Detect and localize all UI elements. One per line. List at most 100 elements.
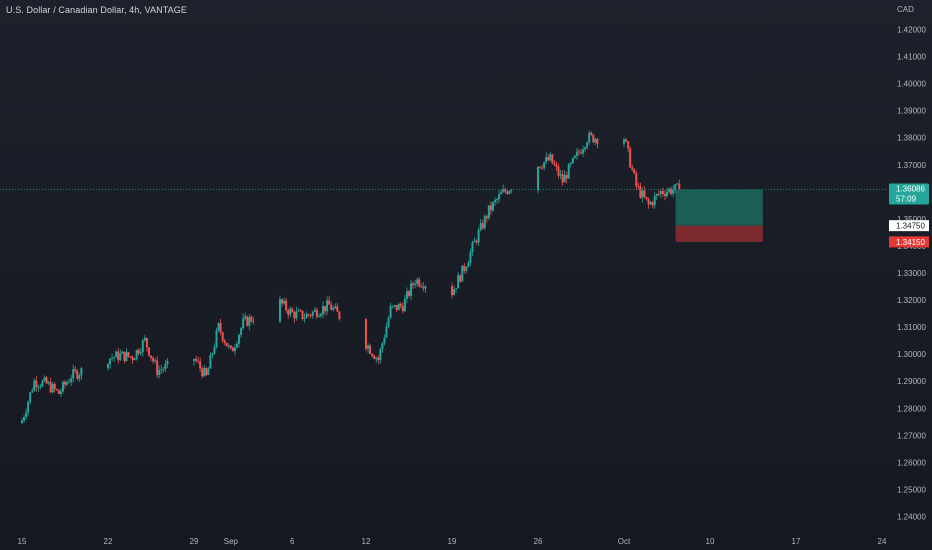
candle-body	[70, 378, 73, 382]
candle-body	[502, 189, 505, 193]
candle-body	[330, 304, 333, 310]
candle-body	[78, 375, 81, 379]
candle-body	[283, 300, 286, 304]
candle-body	[76, 370, 79, 379]
candle-body	[68, 381, 71, 383]
candle-body	[217, 323, 220, 331]
candle-body	[629, 148, 632, 168]
loss-zone[interactable]	[675, 225, 763, 242]
candle-body	[586, 142, 589, 148]
candle-body	[338, 311, 341, 320]
candle-body	[582, 149, 585, 154]
candle-body	[467, 262, 470, 268]
candle-body	[211, 353, 214, 355]
candle-body	[674, 184, 677, 190]
candle-body	[500, 192, 503, 195]
candle-body	[569, 163, 572, 165]
candle-body	[596, 138, 599, 144]
candle-body	[471, 242, 474, 252]
candle-body	[385, 326, 388, 338]
time-scale[interactable]: 15 22 29 Sep 6 12 19 26 Oct 10 17 24	[18, 537, 887, 546]
last-price-value: 1.36086	[896, 185, 925, 194]
candle-body	[676, 183, 679, 185]
candle-body	[201, 368, 204, 377]
candle-body	[657, 194, 660, 195]
price-tick-label: 1.32000	[897, 296, 926, 305]
candle-body	[588, 132, 591, 143]
candle-body	[451, 286, 453, 296]
candle-body	[510, 190, 513, 192]
candle-body	[381, 343, 384, 350]
price-scale[interactable]: CAD 1.42000 1.41000 1.40000 1.39000 1.38000 1…	[897, 5, 926, 521]
stop-price-tag-bg	[889, 236, 929, 248]
candle-body	[641, 190, 644, 198]
candle-body	[643, 190, 646, 197]
candle-body	[41, 380, 44, 387]
candle-body	[80, 368, 83, 376]
target-price-tag: 1.34750	[889, 220, 929, 232]
candle-body	[571, 157, 574, 164]
candle-body	[487, 205, 490, 219]
profit-zone[interactable]	[675, 189, 763, 226]
candle-body	[315, 309, 318, 317]
candle-body	[119, 353, 122, 361]
candle-body	[213, 347, 216, 354]
candle-body	[369, 345, 372, 354]
price-tick-label: 1.40000	[897, 80, 926, 89]
candle-body	[663, 193, 666, 196]
candle-body	[238, 334, 241, 344]
candle-body	[573, 155, 576, 158]
candle-body	[399, 304, 402, 307]
candle-body	[328, 300, 331, 305]
candle-body	[64, 381, 66, 385]
candle-body	[332, 308, 335, 310]
candle-body	[143, 337, 146, 341]
candle-body	[504, 189, 507, 192]
candle-body	[418, 279, 421, 287]
candle-body	[659, 191, 662, 195]
candle-body	[397, 304, 400, 311]
candle-body	[373, 355, 376, 359]
candle-body	[672, 189, 675, 194]
candle-body	[637, 186, 640, 188]
candle-body	[631, 167, 634, 170]
candle-body	[150, 355, 152, 358]
candle-body	[580, 152, 582, 154]
candle-body	[387, 317, 390, 327]
candle-body	[319, 314, 322, 317]
candle-body	[193, 358, 195, 362]
candle-body	[33, 380, 36, 391]
candle-body	[393, 305, 396, 307]
chart-title: U.S. Dollar / Canadian Dollar, 4h, VANTA…	[6, 5, 187, 15]
candle-body	[459, 275, 462, 282]
candle-body	[575, 151, 578, 156]
candle-body	[592, 134, 595, 143]
price-tick-label: 1.24000	[897, 512, 926, 521]
price-tick-label: 1.25000	[897, 485, 926, 494]
last-price-tag: 1.36086 57:09	[889, 183, 929, 205]
candle-body	[162, 369, 165, 371]
candle-body	[51, 383, 54, 393]
long-position-tool[interactable]	[675, 189, 763, 242]
candle-body	[111, 357, 114, 359]
candle-body	[285, 300, 288, 311]
candle-body	[293, 312, 296, 319]
candle-body	[133, 358, 136, 361]
time-tick-label: 29	[190, 537, 199, 546]
candle-body	[653, 196, 656, 206]
candle-body	[561, 174, 564, 183]
candle-body	[29, 392, 32, 402]
candle-body	[584, 147, 587, 150]
candle-body	[195, 358, 198, 361]
candle-body	[322, 306, 324, 315]
candle-body	[121, 351, 124, 354]
candle-body	[489, 205, 492, 211]
time-tick-label: 15	[18, 537, 27, 546]
candle-body	[498, 194, 501, 200]
candle-body	[231, 347, 234, 352]
price-tick-label: 1.38000	[897, 134, 926, 143]
time-tick-label: Oct	[618, 537, 631, 546]
candle-body	[279, 299, 281, 322]
candle-body	[131, 356, 134, 361]
